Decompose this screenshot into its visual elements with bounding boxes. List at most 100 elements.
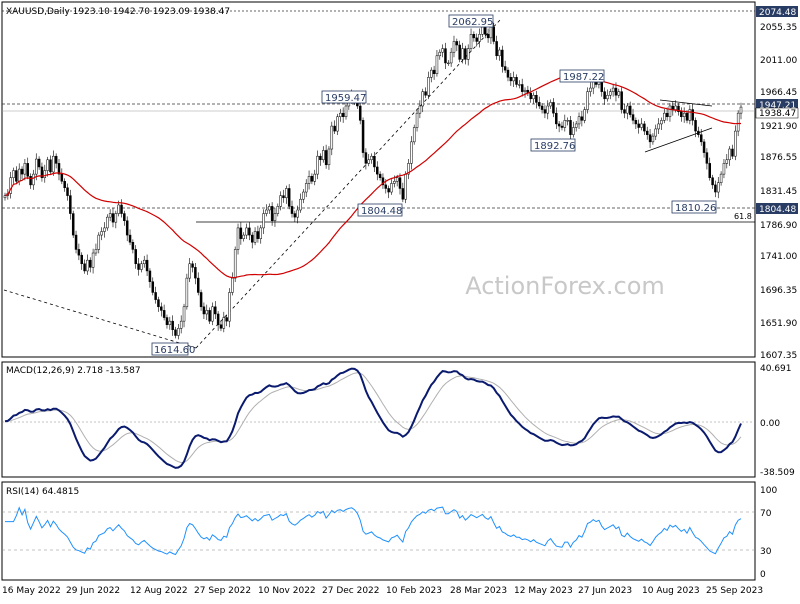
candle-body <box>296 209 299 218</box>
candle-body <box>196 277 200 293</box>
candle-body <box>623 109 626 114</box>
candle-body <box>430 69 433 78</box>
candle-body <box>231 277 234 293</box>
level-label-1804: 1804.48 <box>759 205 796 215</box>
candle-body <box>665 112 669 117</box>
candle-body <box>168 320 172 325</box>
candle-body <box>546 105 550 114</box>
candle-body <box>364 152 368 164</box>
candle-body <box>242 234 245 239</box>
candle-body <box>293 213 297 218</box>
candle-body <box>333 125 336 132</box>
candle-body <box>250 234 254 243</box>
candle-body <box>734 130 737 157</box>
candle-body <box>640 123 643 128</box>
candle-body <box>29 176 32 186</box>
candle-body <box>552 102 555 114</box>
candle-body <box>108 213 112 218</box>
candle-body <box>165 317 169 325</box>
moving-average-line <box>4 75 741 279</box>
candle-body <box>506 69 510 78</box>
candle-body <box>498 49 501 57</box>
candle-body <box>702 141 706 153</box>
candle-body <box>620 91 623 110</box>
candle-body <box>503 66 507 71</box>
candle-body <box>717 182 720 193</box>
candle-body <box>626 105 629 114</box>
candle-body <box>682 112 686 117</box>
candle-body <box>407 163 410 175</box>
candle-body <box>555 112 558 125</box>
price-axis-boxes: 2074.48 1947.21 1938.47 1804.48 <box>755 6 799 215</box>
candle-body <box>94 249 98 254</box>
candle-body <box>199 292 203 308</box>
candle-body <box>395 177 399 182</box>
current-price-label: 1938.47 <box>759 109 796 119</box>
candle-body <box>46 159 49 171</box>
candle-body <box>57 163 61 175</box>
candle-body <box>216 313 220 325</box>
candle-body <box>529 92 532 100</box>
candle-body <box>674 105 677 110</box>
candle-body <box>182 306 186 322</box>
candle-body <box>739 106 743 114</box>
candle-body <box>390 183 393 193</box>
y-tick-label: 1786.90 <box>760 221 797 231</box>
candle-body <box>313 173 316 182</box>
candle-body <box>560 125 564 128</box>
candle-body <box>358 105 362 121</box>
candle-body <box>458 44 461 60</box>
candle-body <box>688 109 692 121</box>
candle-body <box>177 328 180 336</box>
candle-body <box>208 310 211 322</box>
y-tick-label: 1831.45 <box>760 187 797 197</box>
candle-body <box>32 173 35 186</box>
x-tick-label: 10 Nov 2022 <box>258 586 316 596</box>
candle-body <box>711 177 714 186</box>
candle-body <box>171 320 174 330</box>
candle-body <box>469 34 473 49</box>
y-tick-label: 2011.00 <box>760 56 797 66</box>
candle-body <box>137 263 140 270</box>
price-panel-frame <box>1 1 756 358</box>
candle-body <box>520 84 524 92</box>
candle-body <box>447 62 450 65</box>
candle-body <box>287 188 291 207</box>
candle-body <box>188 263 191 279</box>
candle-body <box>427 77 430 96</box>
candle-body <box>219 324 223 329</box>
x-tick-label: 10 Aug 2023 <box>642 586 700 596</box>
candle-body <box>523 89 527 92</box>
candle-body <box>438 51 442 57</box>
candle-body <box>367 159 370 164</box>
candle-body <box>222 317 226 329</box>
candle-body <box>535 94 538 103</box>
candle-body <box>714 184 717 193</box>
candle-body <box>134 249 137 265</box>
candle-body <box>393 181 396 184</box>
candle-body <box>421 91 424 107</box>
candle-body <box>154 292 157 300</box>
annotation-1959: 1959.47 <box>325 93 366 104</box>
candle-body <box>131 242 135 250</box>
candle-body <box>481 26 484 35</box>
candle-body <box>276 206 280 214</box>
candle-body <box>327 148 331 166</box>
candle-body <box>339 112 342 117</box>
candle-body <box>63 181 66 188</box>
candle-body <box>148 270 152 282</box>
candle-body <box>9 177 12 194</box>
candle-body <box>114 213 118 223</box>
candle-body <box>248 227 251 236</box>
y-tick-label: 1651.90 <box>760 319 797 329</box>
candle-body <box>157 299 160 308</box>
candle-body <box>128 234 132 243</box>
candle-body <box>106 216 109 229</box>
rsi-panel-frame <box>1 481 756 581</box>
candle-body <box>20 168 24 175</box>
candle-body <box>432 69 436 74</box>
candle-body <box>606 94 609 100</box>
candle-body <box>111 213 115 223</box>
candle-body <box>663 112 666 121</box>
candle-body <box>549 102 552 107</box>
